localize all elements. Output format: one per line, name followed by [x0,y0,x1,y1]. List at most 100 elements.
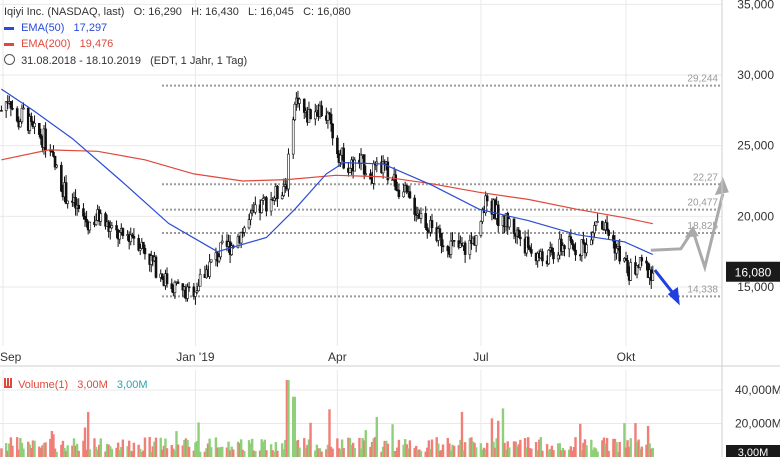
candle-body [405,185,409,193]
volume-bar [339,449,342,457]
candle-body [11,107,14,110]
candle-body [195,290,199,293]
candle-body [474,235,478,246]
volume-bar [206,443,210,457]
candle-body [313,111,317,120]
volume-bar [638,448,642,457]
candle-body [556,254,560,260]
volume-bar [195,441,199,457]
volume-bar [580,450,584,457]
candle-body [402,191,405,198]
candle-body [574,249,577,256]
volume-bar [514,441,517,457]
volume-bar [280,443,284,457]
volume-bar [549,448,552,457]
candle-body [220,240,224,244]
ohlc-high-label: H: [191,6,203,18]
volume-bar [585,445,588,457]
volume-bar [601,440,604,457]
clock-icon [4,54,15,65]
candle-body [115,225,118,231]
volume-bar [342,448,345,457]
volume-bar [116,442,120,457]
volume-bar [446,437,449,457]
candle-body [131,234,134,237]
volume-bar [403,439,407,457]
candle-body [638,257,642,269]
volume-bar [247,440,251,457]
volume-bar [184,438,188,457]
candle-body [629,262,633,281]
candle-body [571,240,574,245]
candle-body [64,182,68,204]
candle-body [129,234,133,242]
volume-bar [623,423,626,457]
candle-body [605,222,609,231]
candle-body [329,113,333,125]
volume-bar [503,442,506,457]
volume-bar [219,447,222,457]
volume-bar [296,439,300,457]
volume-bar [287,380,290,457]
candle-body [107,221,110,232]
volume-bar [318,448,322,457]
volume-bar [618,441,621,457]
candle-body [526,236,530,248]
volume-bar [416,449,420,457]
volume-bar [495,438,498,457]
volume-bar [452,445,456,457]
candle-body [593,225,596,234]
legend-ema200-swatch [4,42,14,46]
price-candles [0,90,655,305]
y-tick-label: 15,000 [737,280,774,294]
x-tick-label: Sep [0,350,22,364]
candle-body [194,291,197,297]
volume-bar [353,448,356,457]
candle-body [4,101,8,111]
candle-body [440,233,443,247]
candle-body [541,251,544,262]
volume-bar [192,450,196,457]
volume-bar [126,446,129,457]
volume-bar [402,444,405,457]
candle-body [269,199,273,212]
volume-bar [64,450,68,457]
candle-body [452,240,456,242]
candle-body [83,215,87,220]
volume-last-label: 3,00M [738,447,769,457]
volume-bar [20,442,24,457]
volume-bar [139,448,142,457]
legend-ema50-swatch [4,26,14,30]
volume-bar [194,442,197,457]
volume-bar [545,444,549,457]
volume-bar [392,450,396,457]
candle-body [291,119,295,155]
candle-body [391,179,394,181]
candle-body [197,285,200,292]
volume-bar [530,448,533,457]
volume-bar [75,443,79,457]
volume-bar [4,443,8,457]
candle-body [430,220,434,228]
volume-bar [591,449,595,457]
candle-body [640,257,644,262]
period-label: 31.08.2018 - 18.10.2019 [21,55,141,67]
volume-bar [369,446,372,457]
volume-bar [462,450,465,457]
chart-period: 31.08.2018 - 18.10.2019 (EDT, 1 Jahr, 1 … [4,54,247,67]
volume-bar [148,437,151,457]
candle-body [239,231,243,244]
last-price-label: 16,080 [735,266,772,280]
volume-bar [254,451,257,457]
forecast-arrows [650,176,729,306]
volume-bar [127,440,131,457]
volume-bar [22,448,25,457]
candle-body [82,208,85,217]
volume-bar [249,443,252,457]
candle-body [209,259,213,263]
ema200-line [1,149,653,225]
x-tick-label: Apr [328,350,347,364]
volume-bar [602,437,606,457]
volume-bar [208,438,211,457]
